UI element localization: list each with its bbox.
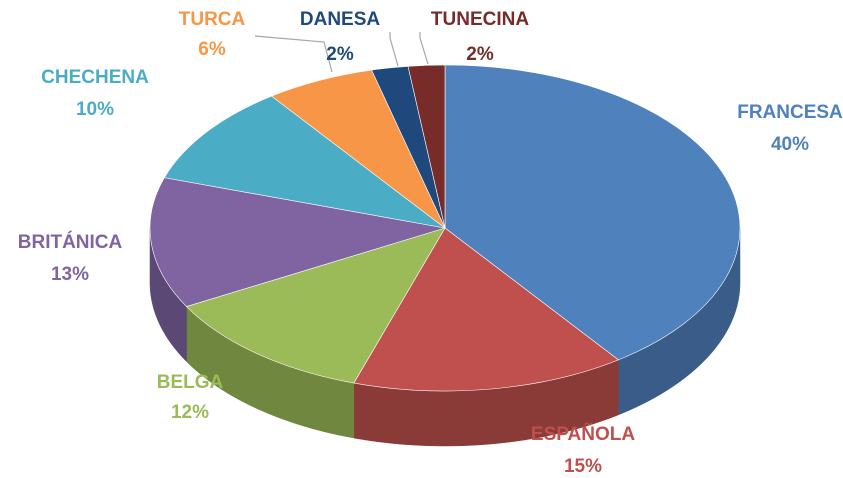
value-label: 6%	[198, 39, 226, 60]
pie-slice	[444, 64, 741, 361]
leader-line	[389, 32, 399, 67]
category-label: TURCA	[179, 9, 246, 30]
pie-slice	[407, 64, 446, 229]
leader-line	[254, 35, 333, 73]
leader-line	[419, 32, 429, 65]
category-label: DANESA	[300, 9, 381, 30]
pie-slice	[353, 227, 619, 392]
value-label: 10%	[76, 99, 114, 120]
category-label: TUNECINA	[431, 9, 529, 30]
category-label: ESPAÑOLA	[531, 423, 635, 445]
pie-slice	[185, 227, 446, 384]
category-label: BRITÁNICA	[18, 231, 123, 253]
value-label: 40%	[771, 134, 809, 155]
pie-slice	[163, 95, 446, 229]
category-label: CHECHENA	[41, 67, 149, 88]
pie-slice	[149, 177, 446, 307]
value-label: 2%	[466, 44, 494, 65]
value-label: 15%	[564, 456, 602, 477]
value-label: 13%	[51, 264, 89, 285]
category-label: BELGA	[157, 372, 224, 393]
value-label: 2%	[326, 44, 354, 65]
value-label: 12%	[171, 402, 209, 423]
category-label: FRANCESA	[737, 102, 843, 123]
